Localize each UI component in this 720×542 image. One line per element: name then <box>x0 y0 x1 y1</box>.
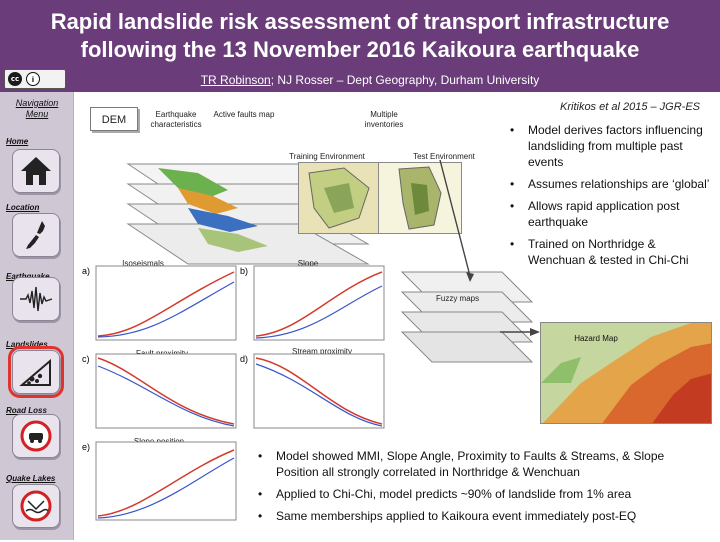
list-item: Applied to Chi-Chi, model predicts ~90% … <box>258 486 708 502</box>
sidebar-item-location[interactable] <box>12 213 60 257</box>
header-banner <box>0 0 720 92</box>
sidebar-item-location-label: Location <box>6 203 40 212</box>
navigation-title: Navigation Menu <box>15 98 59 119</box>
sidebar-item-road-loss[interactable] <box>12 414 60 458</box>
page-title: Rapid landslide risk assessment of trans… <box>10 8 710 64</box>
test-environment-label: Test Environment <box>413 152 475 161</box>
panel-d-label: d) <box>240 354 248 364</box>
page-title-line-1: Rapid landslide risk assessment of trans… <box>50 9 670 34</box>
sidebar-item-road-loss-label: Road Loss <box>6 406 47 415</box>
sidebar-item-home-label: Home <box>6 137 29 146</box>
stream-proximity-label: Stream proximity <box>291 347 352 356</box>
training-map <box>298 162 380 234</box>
list-item: Allows rapid application post earthquake <box>510 198 710 230</box>
sidebar-item-landslides-label: Landslides <box>6 340 48 349</box>
hazard-map-label: Hazard Map <box>574 334 618 343</box>
sidebar-item-quake-lakes-label: Quake Lakes <box>6 474 56 483</box>
flow-arrows <box>439 159 540 336</box>
cc-by-icon[interactable]: cc i <box>4 69 66 89</box>
sidebar-item-earthquake[interactable] <box>12 277 60 321</box>
isoseismals-label: Isoseismals <box>122 259 164 268</box>
person-icon: i <box>26 72 40 86</box>
sidebar-item-quake-lakes[interactable] <box>12 484 60 528</box>
hazard-map <box>540 322 712 424</box>
bullets-bottom-list: Model showed MMI, Slope Angle, Proximity… <box>258 448 708 530</box>
reference-citation: Kritikos et al 2015 – JGR-ES <box>560 101 701 113</box>
fuzzy-maps-label: Fuzzy maps <box>436 294 480 303</box>
nz-map-icon <box>26 221 45 249</box>
fuzzy-membership-charts: a) b) c) d) e) <box>82 265 385 521</box>
sidebar-item-home[interactable] <box>12 149 60 193</box>
panel-a-label: a) <box>82 266 90 276</box>
earthquake-characteristics-label: Earthquake characteristics <box>150 110 202 129</box>
list-item: Model showed MMI, Slope Angle, Proximity… <box>258 448 708 480</box>
panel-c-label: c) <box>82 354 90 364</box>
panel-e-label: e) <box>82 442 90 452</box>
bullets-right-list: Model derives factors influencing landsl… <box>510 122 710 274</box>
cc-circle-icon: cc <box>8 72 22 86</box>
active-faults-label: Active faults map <box>213 110 275 119</box>
sidebar-item-landslides[interactable] <box>8 346 64 398</box>
page-title-line-2: following the 13 November 2016 Kaikoura … <box>80 37 640 62</box>
list-item: Same memberships applied to Kaikoura eve… <box>258 508 708 524</box>
road-closed-icon <box>20 420 52 452</box>
multiple-inventories-label: Multiple inventories <box>364 110 404 129</box>
author-link[interactable]: TR Robinson <box>200 73 271 87</box>
panel-b-label: b) <box>240 266 248 276</box>
test-map <box>378 162 462 234</box>
landslide-icon <box>19 358 51 386</box>
list-item: Model derives factors influencing landsl… <box>510 122 710 170</box>
seismogram-icon <box>20 286 53 312</box>
list-item: Trained on Northridge & Wenchuan & teste… <box>510 236 710 268</box>
lake-blocked-icon <box>20 490 52 522</box>
fuzzy-maps-stack <box>400 271 534 363</box>
slope-label: Slope <box>297 259 319 268</box>
dem-box: DEM <box>90 107 138 131</box>
author-line: TR Robinson; NJ Rosser – Dept Geography,… <box>70 73 670 87</box>
author-affiliation: ; NJ Rosser – Dept Geography, Durham Uni… <box>270 73 540 87</box>
house-icon <box>21 157 51 185</box>
training-environment-label: Training Environment <box>289 152 365 161</box>
sidebar-item-earthquake-label: Earthquake <box>6 272 50 281</box>
list-item: Assumes relationships are ‘global’ <box>510 176 710 192</box>
